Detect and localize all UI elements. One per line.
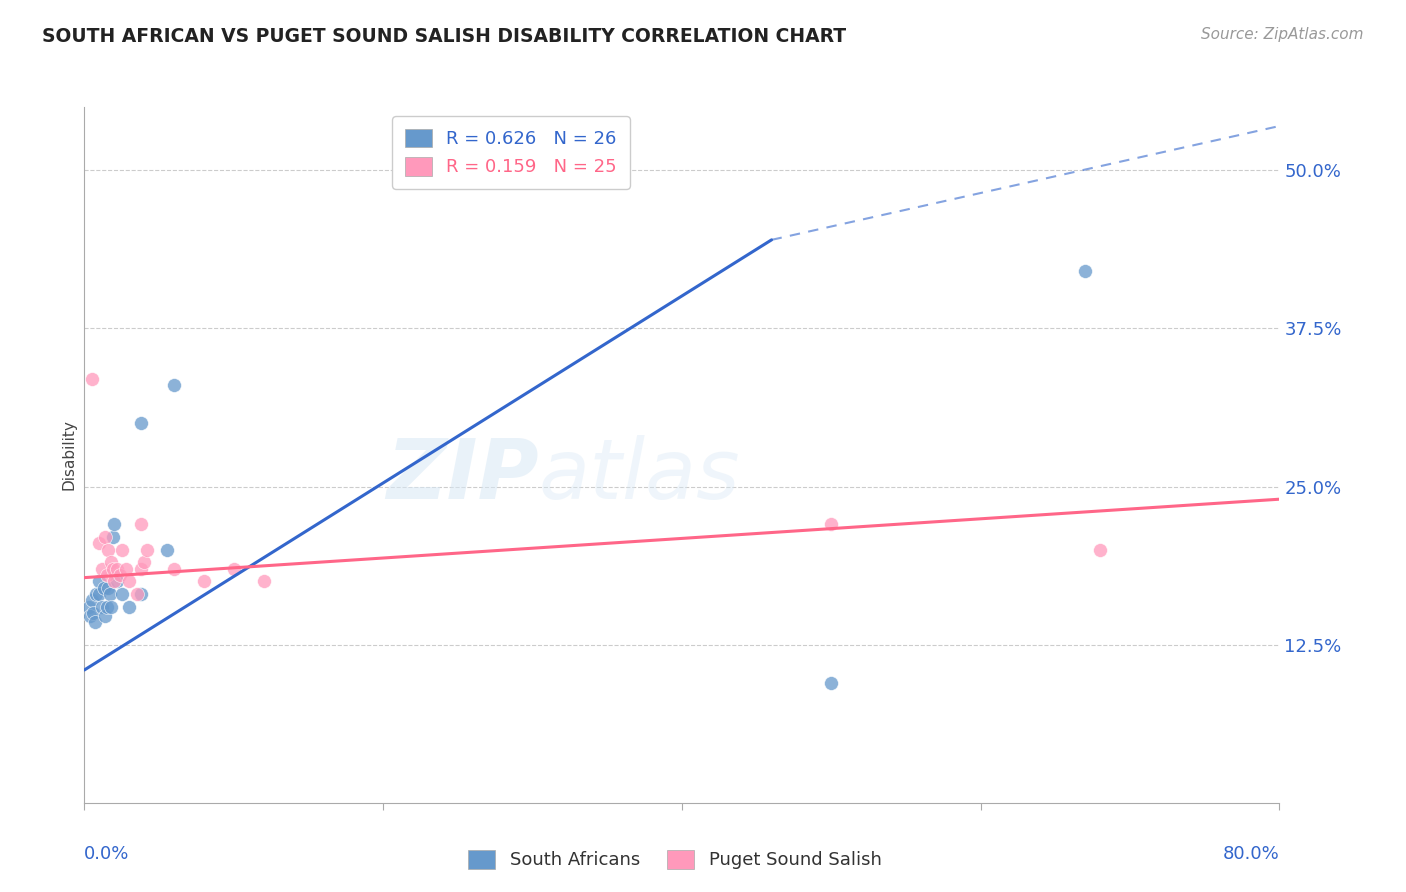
Point bbox=[129, 587, 152, 601]
Point bbox=[97, 542, 120, 557]
Point bbox=[110, 568, 132, 582]
Legend: South Africans, Puget Sound Salish: South Africans, Puget Sound Salish bbox=[460, 841, 890, 879]
Point bbox=[89, 536, 111, 550]
Point bbox=[820, 675, 842, 690]
Point bbox=[253, 574, 276, 589]
Point bbox=[89, 574, 111, 589]
Point bbox=[98, 587, 121, 601]
Text: SOUTH AFRICAN VS PUGET SOUND SALISH DISABILITY CORRELATION CHART: SOUTH AFRICAN VS PUGET SOUND SALISH DISA… bbox=[42, 27, 846, 45]
Point bbox=[94, 530, 117, 544]
Point bbox=[132, 556, 156, 570]
Text: atlas: atlas bbox=[538, 435, 740, 516]
Y-axis label: Disability: Disability bbox=[60, 419, 76, 491]
Point bbox=[111, 542, 134, 557]
Point bbox=[163, 562, 186, 576]
Legend: R = 0.626   N = 26, R = 0.159   N = 25: R = 0.626 N = 26, R = 0.159 N = 25 bbox=[392, 116, 630, 189]
Point bbox=[103, 574, 125, 589]
Point bbox=[155, 542, 177, 557]
Point bbox=[820, 517, 842, 532]
Point bbox=[222, 562, 245, 576]
Point bbox=[129, 417, 152, 431]
Point bbox=[125, 587, 148, 601]
Point bbox=[96, 568, 118, 582]
Point bbox=[129, 517, 152, 532]
Point bbox=[100, 556, 122, 570]
Point bbox=[80, 593, 103, 607]
Point bbox=[118, 599, 141, 614]
Point bbox=[91, 562, 114, 576]
Point bbox=[100, 599, 122, 614]
Point bbox=[83, 615, 105, 629]
Point bbox=[91, 599, 114, 614]
Point bbox=[79, 608, 101, 623]
Point bbox=[115, 562, 138, 576]
Point bbox=[1088, 542, 1111, 557]
Point bbox=[1074, 264, 1097, 278]
Point bbox=[105, 562, 128, 576]
Point bbox=[118, 574, 141, 589]
Point bbox=[96, 599, 118, 614]
Point bbox=[89, 587, 111, 601]
Point bbox=[80, 372, 103, 386]
Point bbox=[94, 608, 117, 623]
Point bbox=[101, 562, 124, 576]
Point bbox=[163, 378, 186, 392]
Point bbox=[103, 517, 125, 532]
Point bbox=[77, 599, 100, 614]
Point bbox=[193, 574, 215, 589]
Point bbox=[101, 530, 124, 544]
Point bbox=[97, 581, 120, 595]
Point bbox=[93, 581, 115, 595]
Point bbox=[111, 587, 134, 601]
Point bbox=[136, 542, 159, 557]
Point bbox=[86, 587, 108, 601]
Point bbox=[105, 574, 128, 589]
Text: 80.0%: 80.0% bbox=[1223, 845, 1279, 863]
Text: ZIP: ZIP bbox=[385, 435, 538, 516]
Point bbox=[129, 562, 152, 576]
Text: Source: ZipAtlas.com: Source: ZipAtlas.com bbox=[1201, 27, 1364, 42]
Text: 0.0%: 0.0% bbox=[84, 845, 129, 863]
Point bbox=[82, 606, 104, 620]
